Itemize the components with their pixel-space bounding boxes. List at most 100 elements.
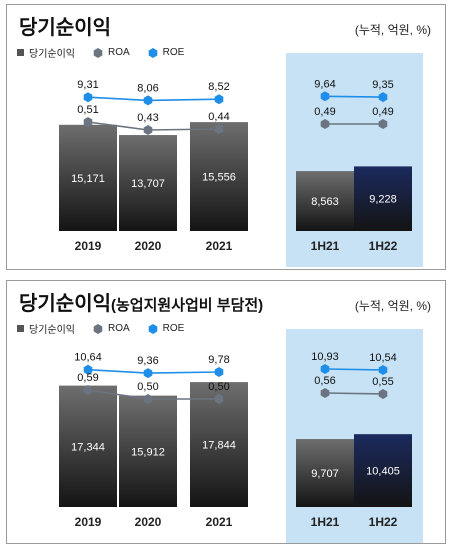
hexagon-icon — [93, 47, 103, 58]
roe-marker — [378, 92, 388, 103]
roa-value-label: 0,59 — [77, 372, 98, 384]
legend: 당기순이익 ROA ROE — [17, 321, 202, 336]
roe-marker — [83, 364, 93, 375]
roe-value-label: 10,54 — [369, 352, 397, 364]
bar-value-label: 15,912 — [131, 446, 165, 458]
bar-value-label: 17,844 — [202, 440, 236, 452]
net-income-panel: 당기순이익 (누적, 억원, %) 당기순이익 ROA ROE 15,171 13… — [6, 4, 446, 270]
bar-2020 — [119, 395, 177, 507]
roa-value-label: 0,44 — [208, 111, 229, 123]
roe-line — [324, 95, 384, 98]
roe-marker — [143, 368, 153, 379]
category-label: 2020 — [135, 515, 162, 529]
roe-value-label: 10,64 — [74, 352, 102, 364]
net-income-before-support-panel: 당기순이익(농업지원사업비 부담전) (누적, 억원, %) 당기순이익 ROA… — [6, 280, 446, 544]
roa-marker — [214, 124, 224, 134]
bar-2019 — [59, 385, 117, 507]
roe-line — [87, 368, 220, 374]
legend-item-roe: ROE — [148, 323, 185, 334]
highlight-region — [286, 53, 423, 267]
legend-item-bar: 당기순이익 — [17, 45, 75, 60]
roa-marker — [378, 389, 388, 399]
roe-marker — [214, 94, 224, 105]
roa-value-label: 0,49 — [314, 106, 335, 118]
hexagon-icon — [93, 323, 103, 334]
roa-value-label: 0,50 — [137, 381, 158, 393]
roe-marker — [214, 367, 224, 377]
roe-value-label: 8,52 — [208, 81, 229, 93]
roe-marker — [143, 95, 153, 106]
roa-value-label: 0,43 — [137, 112, 158, 124]
legend-label: 당기순이익 — [29, 49, 75, 60]
roe-line — [324, 368, 384, 371]
roa-marker — [214, 394, 224, 404]
roe-value-label: 8,06 — [137, 82, 158, 94]
roa-marker — [320, 119, 330, 129]
legend-item-roa: ROA — [93, 47, 130, 58]
roa-marker — [143, 125, 153, 135]
legend-label: ROE — [162, 47, 185, 58]
square-icon — [17, 49, 24, 56]
roe-value-label: 9,78 — [208, 354, 229, 366]
roa-marker — [143, 394, 153, 404]
unit-label: (누적, 억원, %) — [354, 23, 431, 37]
bar-value-label: 8,563 — [311, 196, 339, 208]
legend-item-bar: 당기순이익 — [17, 321, 75, 336]
roe-line — [87, 96, 220, 102]
title-text: 당기순이익 — [19, 293, 111, 315]
roe-value-label: 9,31 — [77, 79, 98, 91]
bar-1H22 — [354, 166, 412, 231]
net-income-before-support-chart: 17,344 15,912 17,844 9,707 10,405 2019 2020 202… — [59, 329, 423, 543]
title-subtitle: (농업지원사업비 부담전) — [111, 297, 264, 314]
roa-value-label: 0,50 — [208, 381, 229, 393]
bar-value-label: 17,344 — [71, 441, 105, 453]
unit-label: (누적, 억원, %) — [354, 299, 431, 313]
panel-title: 당기순이익 — [19, 11, 111, 40]
roe-value-label: 9,64 — [314, 78, 335, 90]
hexagon-icon — [148, 47, 157, 58]
legend-label: ROE — [162, 323, 185, 334]
bar-2019 — [59, 124, 117, 231]
bar-1H21 — [296, 439, 354, 507]
bar-1H22 — [354, 434, 412, 507]
roe-marker — [320, 364, 330, 374]
bar-2021 — [190, 122, 248, 231]
category-label: 1H22 — [369, 239, 398, 253]
panel-title: 당기순이익(농업지원사업비 부담전) — [19, 287, 263, 316]
category-label: 2019 — [75, 239, 102, 253]
bar-value-label: 10,405 — [366, 466, 400, 478]
bar-value-label: 15,171 — [71, 173, 105, 185]
legend-label: ROA — [108, 47, 130, 58]
roe-marker — [378, 365, 388, 375]
category-label: 1H21 — [311, 515, 340, 529]
category-label: 1H22 — [369, 515, 398, 529]
roa-value-label: 0,49 — [372, 106, 393, 118]
hexagon-icon — [148, 323, 157, 334]
roe-value-label: 9,35 — [372, 79, 393, 91]
roa-marker — [320, 388, 330, 398]
legend-item-roe: ROE — [148, 47, 185, 58]
legend-label: 당기순이익 — [29, 325, 75, 336]
square-icon — [17, 325, 24, 332]
roa-marker — [83, 117, 93, 127]
category-label: 2019 — [75, 515, 102, 529]
category-label: 2021 — [206, 515, 233, 529]
bar-value-label: 9,707 — [311, 468, 339, 480]
bar-1H21 — [296, 171, 354, 231]
roa-line — [324, 392, 384, 395]
category-label: 2020 — [135, 239, 162, 253]
roa-value-label: 0,55 — [372, 376, 393, 388]
roe-marker — [320, 91, 330, 102]
roe-value-label: 9,36 — [137, 355, 158, 367]
category-label: 1H21 — [311, 239, 340, 253]
bar-2020 — [119, 135, 177, 231]
net-income-chart: 15,171 13,707 15,556 8,563 9,228 2019 2020 2021… — [59, 53, 423, 267]
legend: 당기순이익 ROA ROE — [17, 45, 202, 60]
legend-label: ROA — [108, 323, 130, 334]
roa-value-label: 0,56 — [314, 375, 335, 387]
legend-item-roa: ROA — [93, 323, 130, 334]
title-text: 당기순이익 — [19, 17, 111, 39]
roe-value-label: 10,93 — [311, 351, 339, 363]
roe-marker — [83, 92, 93, 103]
roa-value-label: 0,51 — [77, 104, 98, 116]
